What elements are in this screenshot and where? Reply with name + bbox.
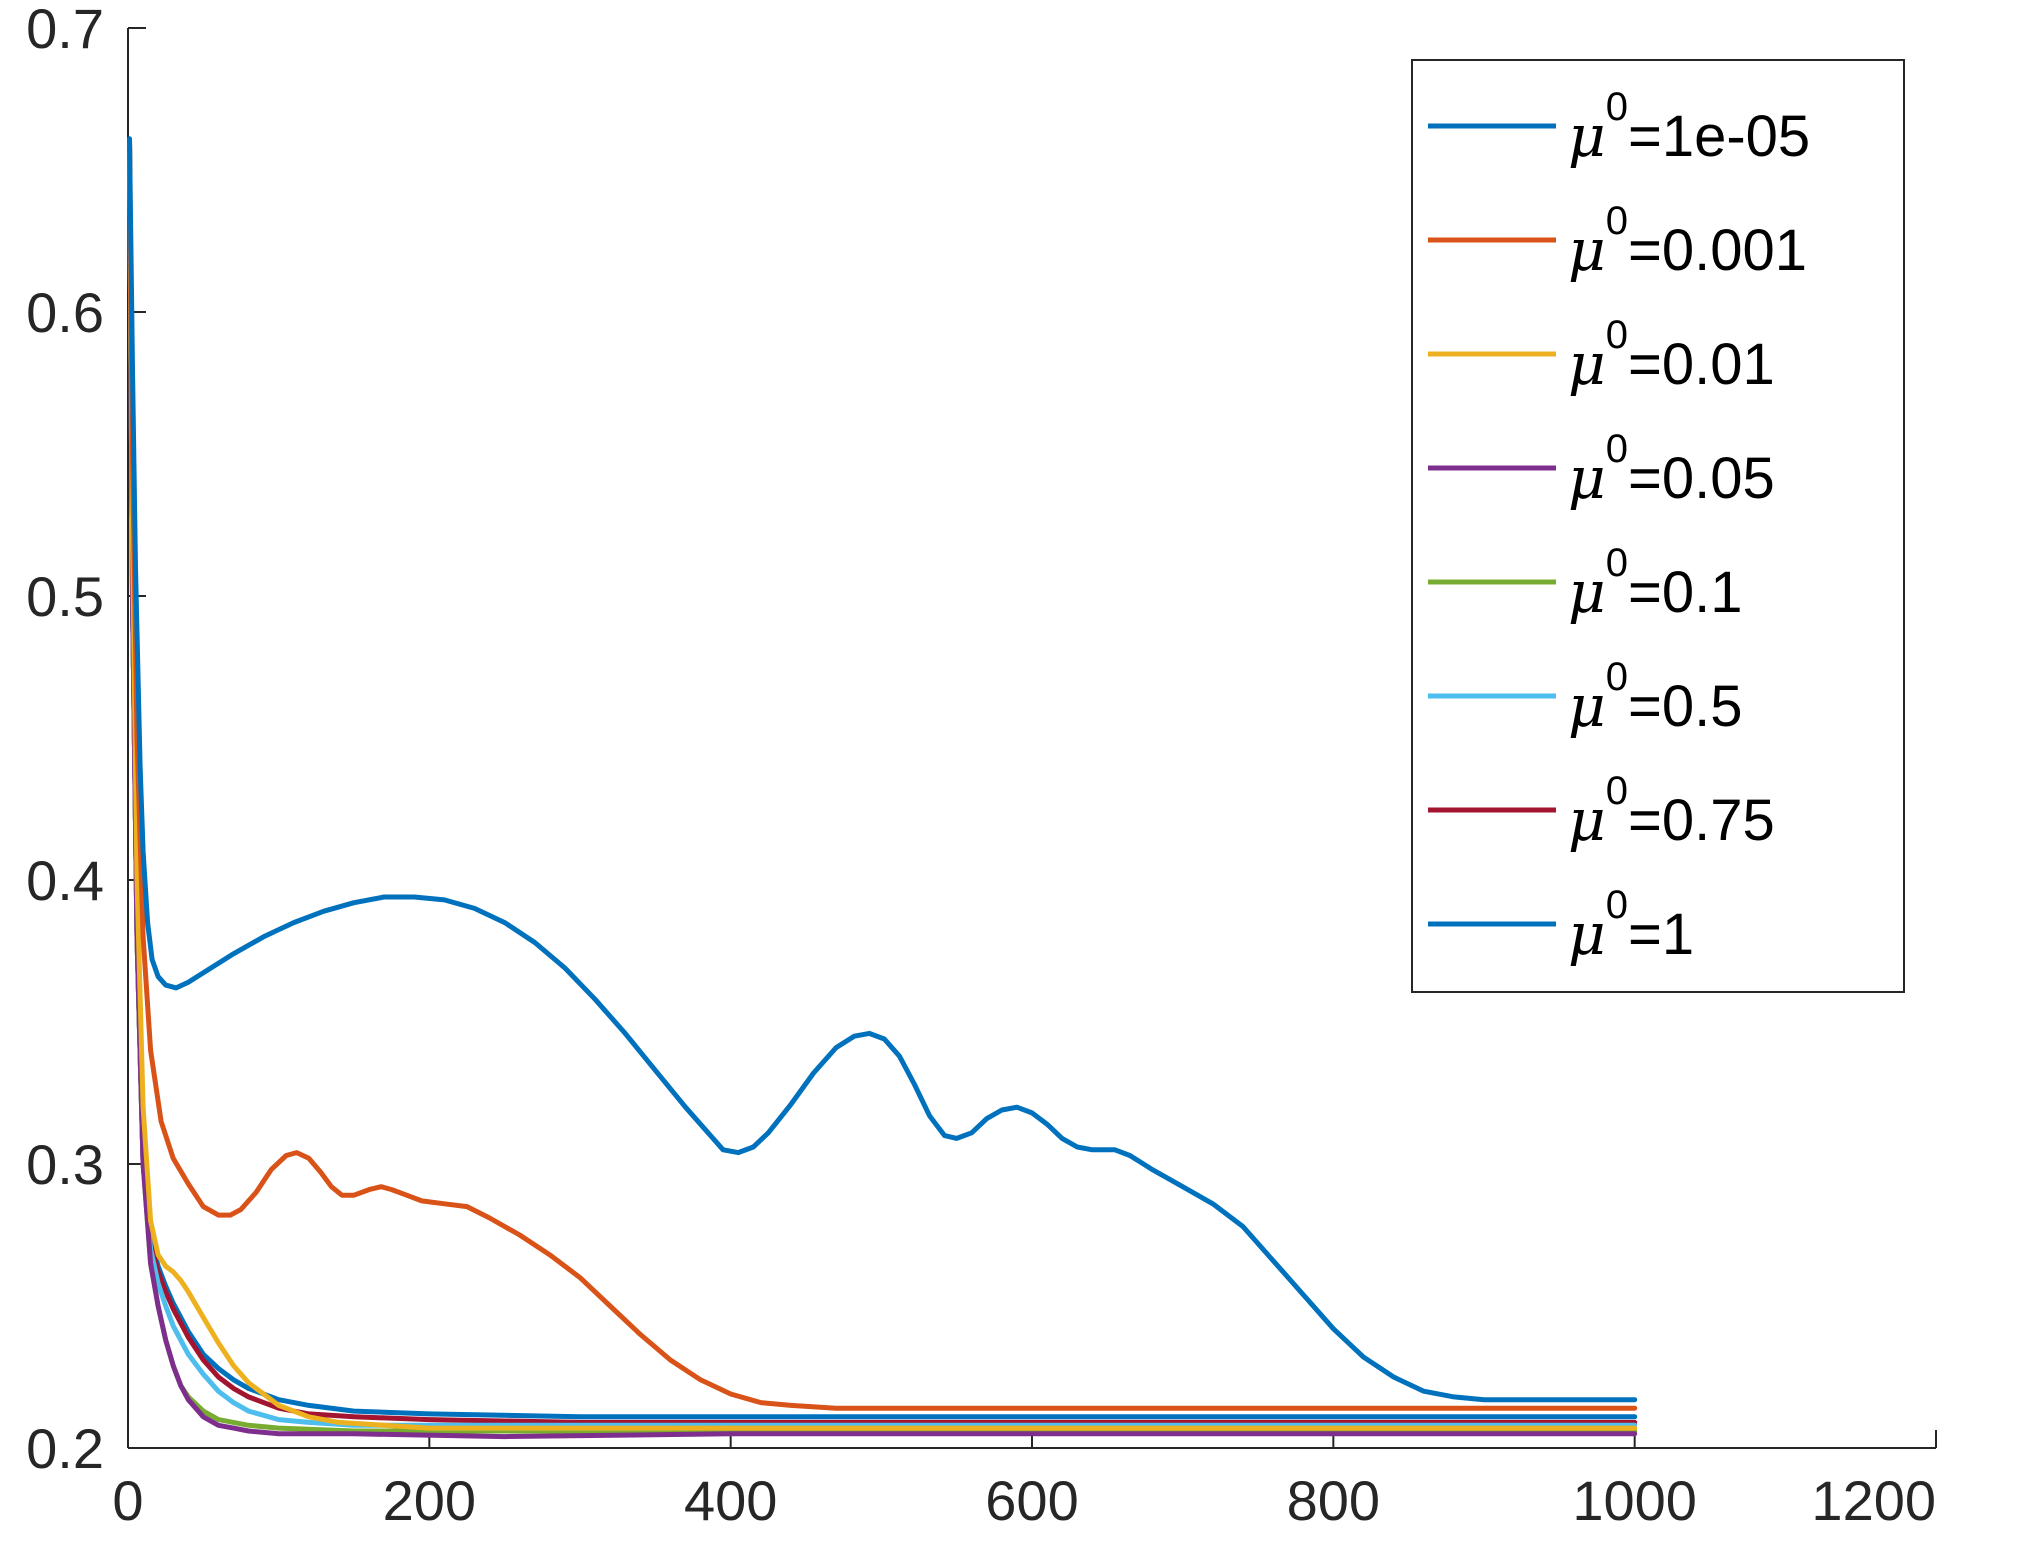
series-line-1 — [127, 139, 1638, 1411]
legend-label-7: μ0=1 — [1568, 883, 1694, 968]
x-tick-label: 800 — [1287, 1469, 1380, 1532]
legend: μ0=1e-05 μ0=0.001 μ0=0.01 μ0=0.05 μ0=0.1 μ0=0… — [1411, 59, 1905, 993]
series-line-2 — [127, 139, 1638, 1431]
legend-label-2: μ0=0.01 — [1568, 313, 1775, 398]
x-tick-label: 600 — [985, 1469, 1078, 1532]
axes: 0.2 0.3 0.4 0.5 0.6 0.7 0 200 400 600 800 1000 1200 — [26, 0, 1937, 1532]
legend-label-3: μ0=0.05 — [1568, 427, 1775, 512]
series-line-3 — [127, 139, 1638, 1440]
y-tick-label: 0.2 — [26, 1417, 104, 1480]
legend-label-6: μ0=0.75 — [1568, 769, 1775, 854]
y-tick-label: 0.4 — [26, 849, 104, 912]
y-tick-label: 0.3 — [26, 1133, 104, 1196]
y-tick-label: 0.7 — [26, 0, 104, 60]
series-line-6 — [127, 139, 1638, 1425]
legend-items: μ0=1e-05 μ0=0.001 μ0=0.01 μ0=0.05 μ0=0.1 μ0=0… — [1428, 85, 1810, 968]
y-tick-label: 0.5 — [26, 565, 104, 628]
series-line-0 — [127, 136, 1638, 1403]
legend-label-4: μ0=0.1 — [1568, 541, 1742, 626]
legend-label-5: μ0=0.5 — [1568, 655, 1742, 740]
series-line-4 — [127, 139, 1638, 1434]
y-ticks: 0.2 0.3 0.4 0.5 0.6 0.7 — [26, 0, 146, 1480]
x-tick-label: 0 — [112, 1469, 143, 1532]
series-line-7 — [127, 139, 1638, 1420]
x-tick-label: 400 — [684, 1469, 777, 1532]
y-tick-label: 0.6 — [26, 281, 104, 344]
x-tick-label: 200 — [383, 1469, 476, 1532]
x-ticks: 0 200 400 600 800 1000 1200 — [112, 1430, 1937, 1532]
series-line-5 — [127, 139, 1638, 1428]
plot-area — [127, 136, 1638, 1440]
legend-box — [1411, 59, 1905, 993]
legend-label-0: μ0=1e-05 — [1568, 85, 1810, 170]
x-tick-label: 1200 — [1811, 1469, 1936, 1532]
x-tick-label: 1000 — [1572, 1469, 1697, 1532]
legend-label-1: μ0=0.001 — [1568, 199, 1807, 284]
